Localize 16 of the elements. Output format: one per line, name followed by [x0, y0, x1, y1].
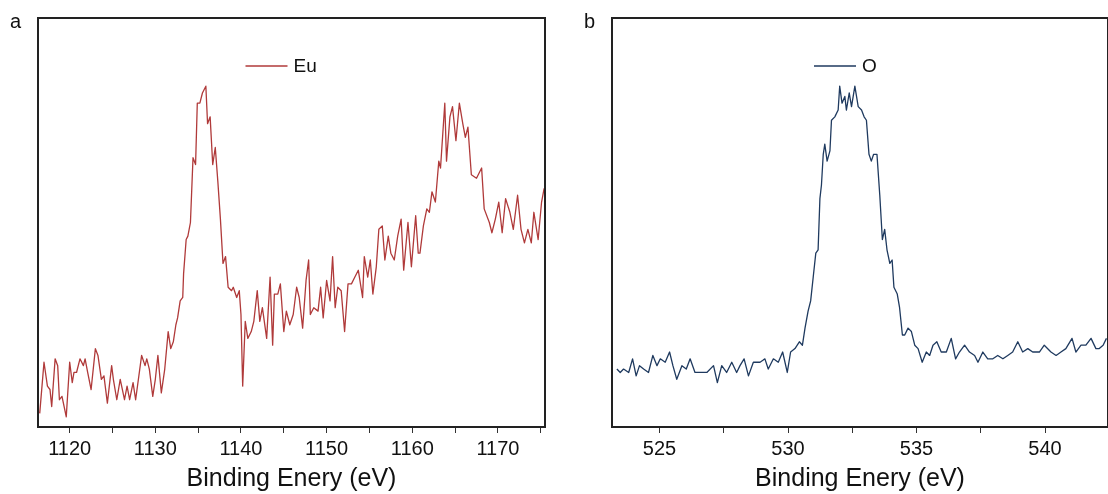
x-tick-label: 1150 — [305, 436, 349, 459]
legend-label: O — [862, 55, 877, 77]
x-axis-title: Binding Enery (eV) — [186, 462, 397, 491]
x-tick-label: 1160 — [390, 436, 434, 459]
text: a — [10, 9, 22, 32]
x-tick-label: 525 — [642, 436, 677, 459]
legend-label: Eu — [293, 55, 317, 77]
x-tick-label: 1140 — [219, 436, 263, 459]
x-tick-label: 1130 — [133, 436, 177, 459]
x-axis-title: Binding Enery (eV) — [755, 462, 965, 491]
x-tick-label: 540 — [1028, 436, 1062, 459]
x-tick-label: 1120 — [48, 436, 92, 459]
text: b — [584, 9, 596, 32]
x-tick-label: 535 — [899, 436, 934, 459]
x-tick-label: 1170 — [476, 436, 520, 459]
x-tick-label: 530 — [771, 436, 805, 459]
